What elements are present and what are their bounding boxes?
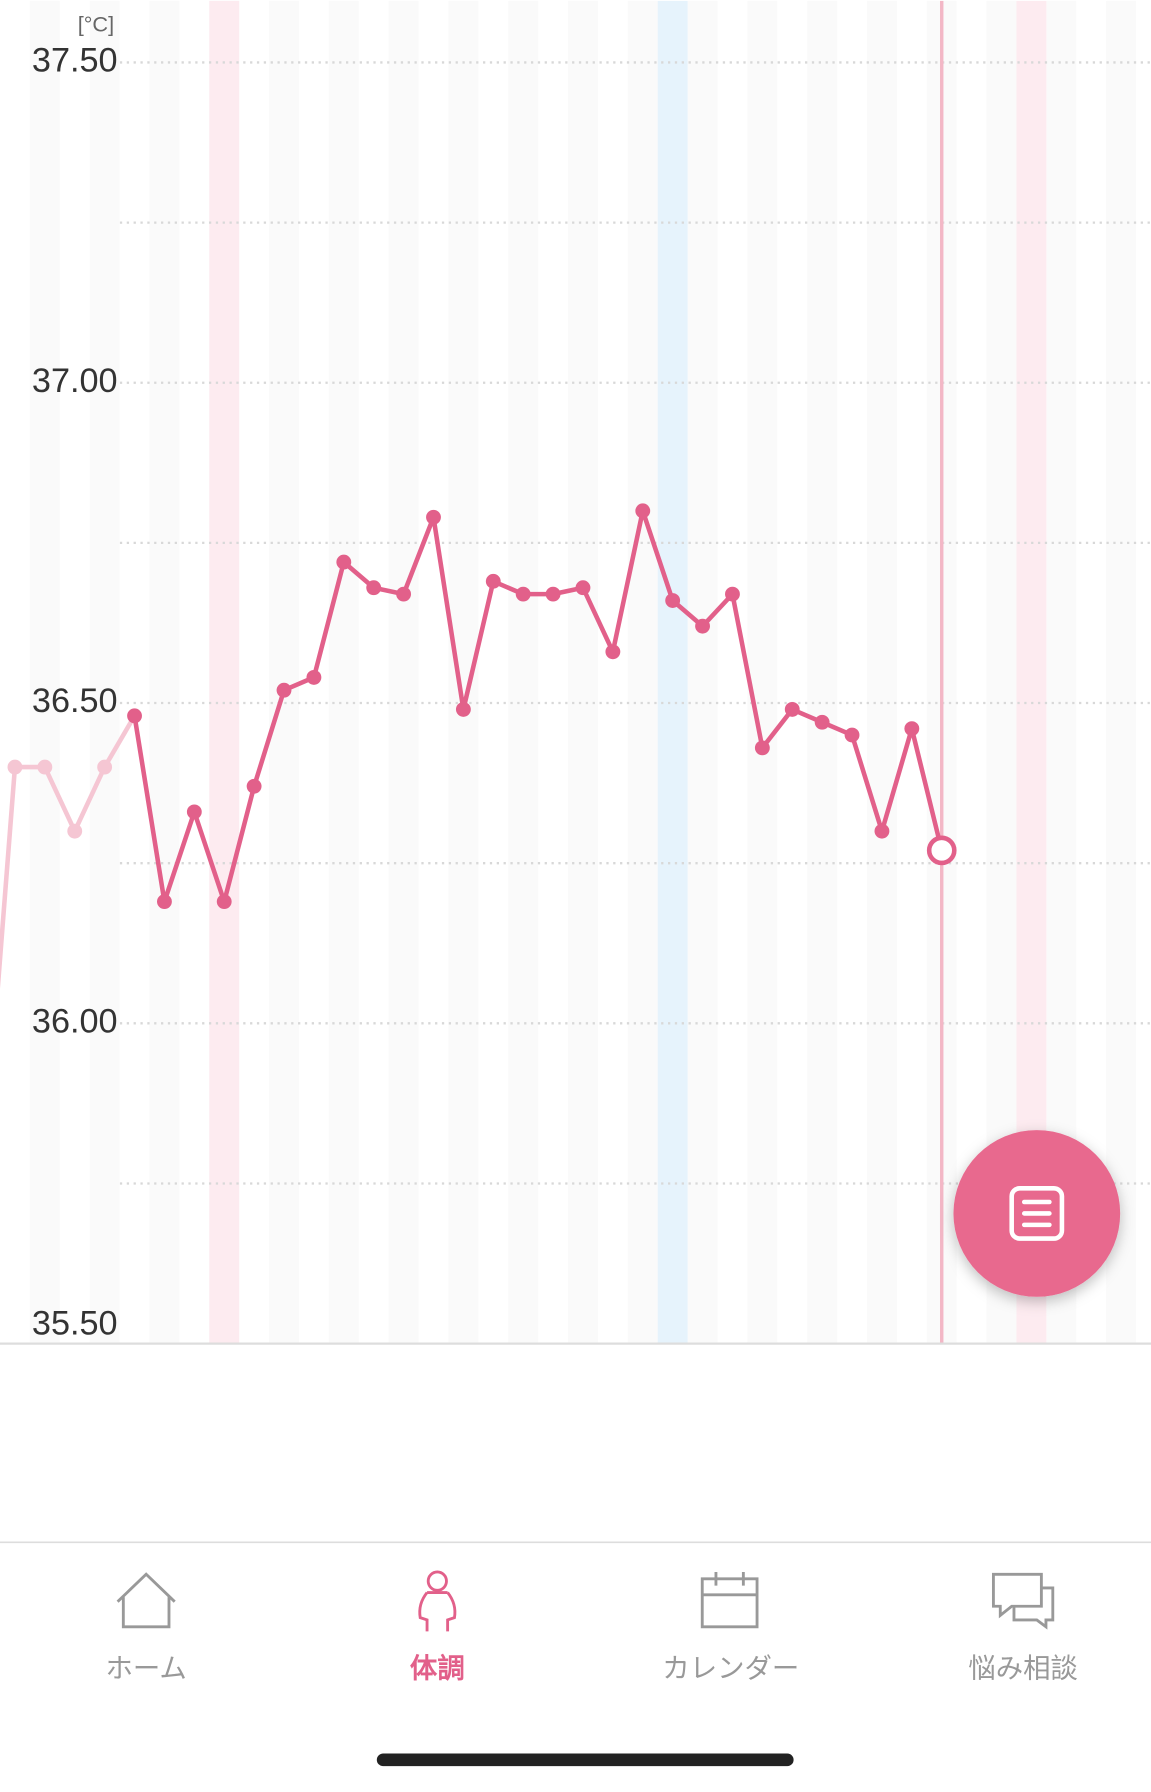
data-point (246, 778, 262, 794)
nav-label[interactable]: ホーム (105, 1652, 186, 1683)
y-tick-label: 37.00 (32, 362, 118, 400)
data-point (157, 894, 172, 910)
data-point (695, 618, 710, 634)
home-icon[interactable] (116, 1572, 176, 1629)
highlight-day (1016, 0, 1047, 1344)
nav-label[interactable]: 体調 (410, 1652, 465, 1683)
data-point (814, 714, 830, 730)
data-point (665, 593, 681, 608)
day-stripe (1106, 0, 1137, 1344)
data-point (605, 644, 621, 660)
day-stripe (986, 0, 1017, 1344)
nav-label[interactable]: カレンダー (662, 1652, 799, 1683)
data-point (396, 586, 412, 602)
data-point (67, 823, 83, 839)
data-point (127, 708, 142, 724)
data-point (306, 669, 322, 685)
data-point (515, 586, 531, 602)
day-stripe (508, 0, 539, 1344)
nav-label[interactable]: 悩み相談 (968, 1652, 1078, 1683)
unit-label: [°C] (78, 12, 114, 37)
y-tick-label: 36.50 (32, 682, 118, 720)
highlight-day (209, 0, 240, 1344)
highlight-day (657, 0, 688, 1344)
day-stripe (89, 0, 120, 1344)
today-point (926, 835, 957, 866)
data-point (635, 503, 651, 519)
y-tick-label: 35.50 (32, 1304, 118, 1342)
data-point (545, 586, 561, 602)
data-point (336, 554, 352, 570)
y-tick-label: 37.50 (32, 41, 118, 79)
data-point (216, 894, 232, 910)
day-stripe (29, 0, 60, 1344)
day-stripe (328, 0, 359, 1344)
day-stripe (807, 0, 838, 1344)
data-point (874, 823, 890, 839)
data-point (575, 580, 591, 596)
y-tick-label: 36.00 (32, 1002, 118, 1040)
chat-icon[interactable] (991, 1572, 1055, 1630)
day-stripe (866, 0, 897, 1344)
series-connector (102, 714, 137, 769)
data-point (784, 702, 800, 717)
data-point (186, 804, 202, 820)
nav-home-icon[interactable] (116, 1572, 176, 1629)
data-point (276, 682, 292, 698)
data-point (455, 702, 471, 717)
day-stripe (568, 0, 598, 1344)
day-stripe (627, 0, 658, 1344)
body-icon[interactable] (418, 1591, 457, 1632)
home-indicator (376, 1753, 794, 1767)
day-stripe (747, 0, 778, 1344)
data-point (37, 759, 53, 775)
day-stripe (1046, 0, 1077, 1344)
data-point (366, 580, 382, 596)
day-stripe (687, 0, 718, 1344)
day-stripe (269, 0, 299, 1344)
nav-chat-icon[interactable] (991, 1572, 1055, 1630)
data-point (97, 759, 113, 775)
nav-calendar-icon[interactable] (700, 1571, 759, 1629)
calendar-icon[interactable] (700, 1571, 759, 1629)
data-point (7, 759, 23, 775)
body-icon-head[interactable] (426, 1570, 448, 1592)
day-stripe (388, 0, 419, 1344)
data-point (904, 721, 920, 737)
data-point (754, 740, 770, 756)
nav-body-icon[interactable] (418, 1570, 457, 1632)
day-stripe (149, 0, 180, 1344)
data-point (485, 573, 501, 589)
temperature-line (132, 508, 944, 904)
fab-icon (1009, 1186, 1065, 1241)
data-point (725, 586, 740, 602)
data-point (426, 509, 441, 525)
data-point (844, 727, 860, 743)
